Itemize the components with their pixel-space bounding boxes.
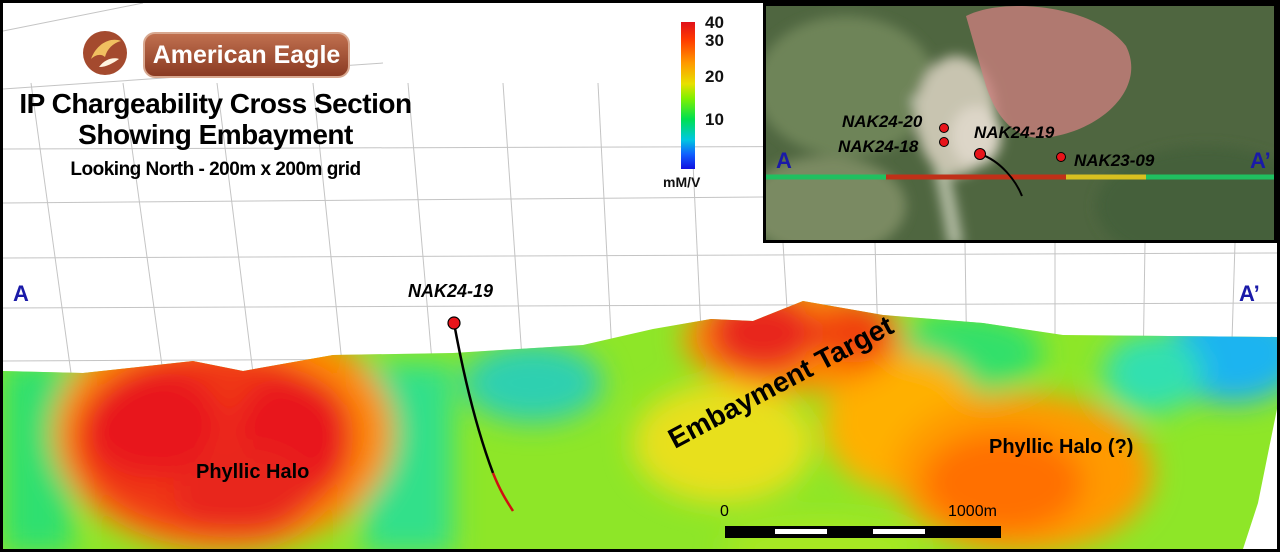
zone-label-phyllic-halo-uncertain: Phyllic Halo (?) <box>989 436 1134 458</box>
perspective-grid <box>3 3 1277 374</box>
colorbar-tick-10: 10 <box>705 110 724 129</box>
section-end-label: A’ <box>1239 281 1260 306</box>
section-svg <box>3 3 1277 549</box>
map-label-nak24-20: NAK24-20 <box>842 112 923 131</box>
colorbar-tick-40: 40 <box>705 13 724 32</box>
subtitle: Looking North - 200m x 200m grid <box>70 159 361 180</box>
map-section-end: A’ <box>1250 148 1271 173</box>
eagle-logo-icon <box>81 29 129 77</box>
map-label-nak24-18: NAK24-18 <box>838 137 919 156</box>
alteration-zone <box>966 6 1132 138</box>
colorbar-unit: mM/V <box>663 174 701 190</box>
colorbar-tick-30: 30 <box>705 31 724 50</box>
zone-label-phyllic-halo: Phyllic Halo <box>196 461 310 483</box>
map-label-nak24-19: NAK24-19 <box>974 123 1055 142</box>
section-start-label: A <box>13 281 29 306</box>
scale-bar <box>725 526 1001 538</box>
drillhole-collar <box>447 316 461 330</box>
colorbar-tick-20: 20 <box>705 67 724 86</box>
map-section-start: A <box>776 148 792 173</box>
title-line-2: Showing Embayment <box>78 119 353 150</box>
figure: American Eagle IP Chargeability Cross Se… <box>3 3 1277 549</box>
scale-end-label: 1000m <box>948 503 997 520</box>
brand-name: American Eagle <box>143 32 350 78</box>
chargeability-section <box>3 301 1277 549</box>
inset-map-image <box>766 6 1274 240</box>
map-label-nak23-09: NAK23-09 <box>1074 151 1155 170</box>
title-line-1: IP Chargeability Cross Section <box>19 88 412 119</box>
section-drillhole-label: NAK24-19 <box>408 281 494 301</box>
inset-map: NAK24-20 NAK24-18 NAK24-19 NAK23-09 A A’ <box>763 3 1277 243</box>
drillhole-trace-red <box>491 472 515 512</box>
scale-start-label: 0 <box>720 503 729 520</box>
chargeability-colorbar <box>681 22 695 169</box>
drillhole-trace <box>452 322 495 474</box>
